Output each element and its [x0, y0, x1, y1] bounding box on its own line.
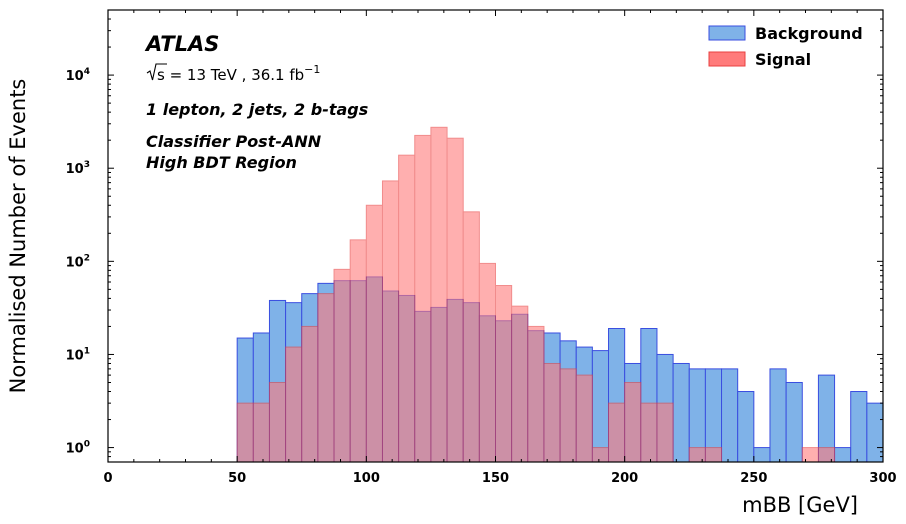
signal-bar — [478, 262, 497, 463]
signal-bar — [688, 447, 706, 463]
signal-bar — [398, 154, 416, 463]
y-tick-label: 100 — [66, 440, 90, 457]
x-tick-label: 100 — [353, 471, 380, 486]
y-tick-label: 103 — [66, 160, 90, 177]
signal-bar — [317, 293, 335, 463]
energy-prefix: s — [157, 66, 165, 84]
background-bar — [834, 447, 852, 463]
y-tick-label: 101 — [66, 346, 90, 363]
signal-bar — [414, 134, 432, 463]
y-axis-title: Normalised Number of Events — [6, 79, 30, 394]
histogram-bars — [236, 126, 884, 463]
signal-bar — [333, 268, 351, 463]
background-bar — [785, 381, 803, 463]
signal-bar — [446, 137, 464, 463]
legend-label-background: Background — [755, 24, 863, 43]
background-bar — [866, 402, 884, 463]
selection-label: 1 lepton, 2 jets, 2 b-tags — [146, 100, 368, 119]
signal-bar — [801, 447, 819, 463]
signal-bar — [430, 126, 448, 463]
signal-bar — [252, 402, 270, 463]
x-tick-label: 200 — [611, 471, 638, 486]
background-bar — [850, 391, 868, 463]
legend-label-signal: Signal — [755, 50, 811, 69]
svg-text:s = 13 TeV , 36.1 fb−1: s = 13 TeV , 36.1 fb−1 — [157, 63, 320, 84]
signal-bar — [608, 402, 626, 463]
signal-bar — [624, 381, 642, 463]
x-tick-label: 300 — [869, 471, 896, 486]
signal-bar — [285, 346, 303, 463]
experiment-label: ATLAS — [144, 32, 219, 56]
y-tick-label: 104 — [66, 67, 90, 84]
signal-bar — [591, 447, 610, 463]
x-tick-label: 150 — [482, 471, 509, 486]
background-bar — [769, 368, 787, 463]
signal-bar — [640, 402, 658, 463]
x-axis-title: mBB [GeV] — [742, 493, 858, 517]
classifier-label: Classifier Post-ANN — [146, 132, 322, 151]
energy-text: = 13 TeV , 36.1 fb — [165, 66, 304, 84]
signal-bar — [268, 381, 287, 463]
background-bar — [737, 391, 755, 463]
background-bar — [753, 447, 771, 463]
signal-bar — [236, 402, 254, 463]
legend-item-background: Background — [708, 24, 863, 43]
signal-bar — [381, 180, 400, 463]
legend-item-signal: Signal — [708, 50, 811, 69]
signal-bar — [495, 285, 513, 463]
signal-bar — [817, 447, 836, 463]
legend-swatch-signal — [708, 51, 746, 67]
signal-bar — [543, 362, 561, 463]
signal-bar — [575, 374, 593, 463]
signal-bar — [349, 239, 367, 463]
sqrt-symbol — [146, 63, 167, 81]
legend: Background Signal — [708, 24, 863, 69]
x-tick-label: 250 — [740, 471, 767, 486]
signal-bar — [656, 402, 674, 463]
signal-bar — [527, 325, 545, 463]
signal-bar — [704, 447, 723, 463]
region-label: High BDT Region — [146, 153, 297, 172]
signal-bar — [462, 211, 480, 463]
background-bar — [672, 362, 690, 463]
background-bar — [721, 368, 739, 463]
energy-luminosity-label: s = 13 TeV , 36.1 fb−1 — [146, 63, 320, 84]
signal-bar — [301, 325, 319, 463]
x-axis: 0 50 100 150 200 250 300 — [103, 10, 897, 486]
signal-bar — [511, 305, 529, 463]
x-tick-label: 50 — [228, 471, 246, 486]
background-bar — [591, 350, 610, 463]
signal-bar — [365, 204, 383, 463]
legend-swatch-background — [708, 25, 746, 41]
x-tick-label: 0 — [103, 471, 112, 486]
y-tick-label: 102 — [66, 253, 90, 270]
energy-exponent: −1 — [304, 63, 320, 76]
signal-bar — [559, 368, 577, 463]
